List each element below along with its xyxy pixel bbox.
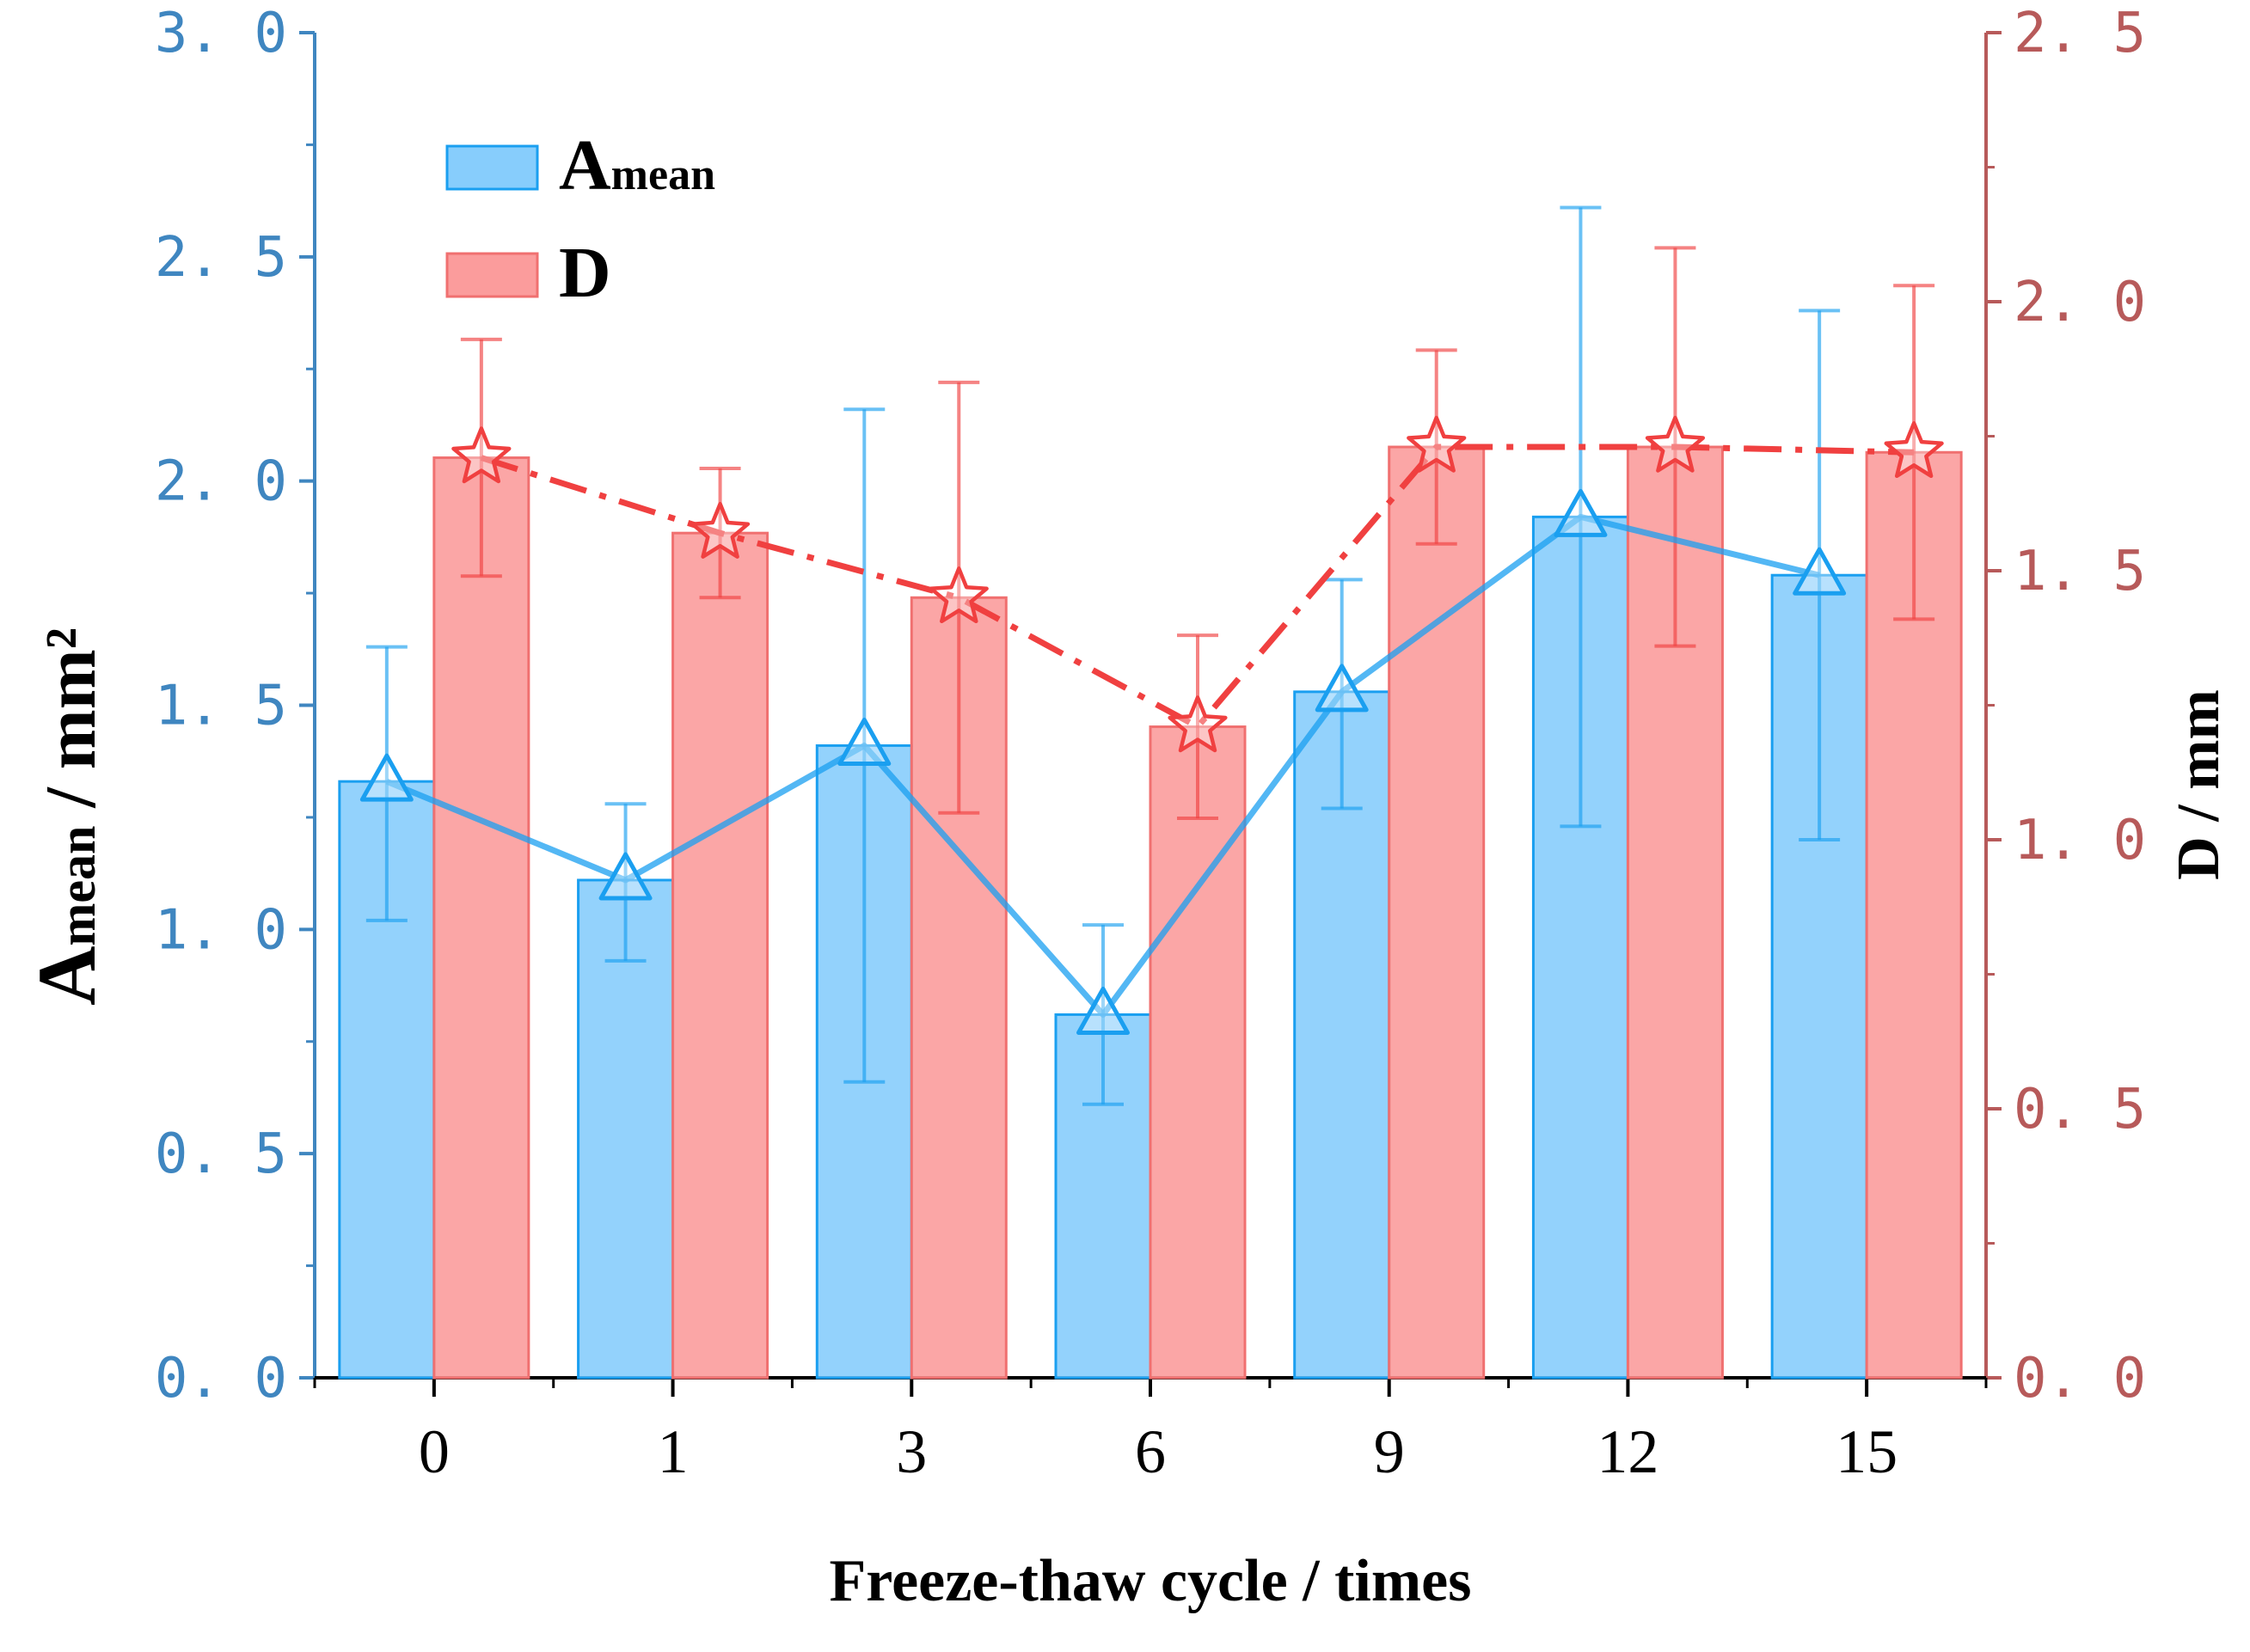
x-tick-label: 0 xyxy=(419,1417,450,1486)
axis-titles: Freeze-thaw cycle / times D / mm Amean /… xyxy=(21,627,2232,1614)
x-tick-label: 6 xyxy=(1135,1417,1166,1486)
y-left-tick-label: 0. 5 xyxy=(155,1123,287,1186)
bar-d xyxy=(1149,725,1247,1380)
marker-d xyxy=(690,501,751,559)
line-d xyxy=(480,444,1915,731)
marker-amean xyxy=(837,717,892,766)
y-left-tick-label: 0. 0 xyxy=(155,1347,287,1410)
legend-label-amean: Amean xyxy=(559,125,715,205)
y-right-tick-label: 0. 0 xyxy=(2014,1347,2146,1410)
error-bars xyxy=(365,205,1935,1106)
marker-d xyxy=(1645,415,1706,473)
x-tick-label: 3 xyxy=(896,1417,927,1486)
bar-d xyxy=(432,456,530,1380)
legend-label-main: D xyxy=(559,233,611,313)
series-lines xyxy=(385,444,1915,1018)
y-axis-left-title-sub: mean xyxy=(49,826,106,946)
y-axis-left-title-main: A xyxy=(21,946,113,1006)
axes: 0. 0 0. 5 1. 0 1. 5 2. 0 2. 5 3. 0 0. 0 0. 5 1. 0… xyxy=(155,2,2146,1486)
y-right-tick-label: 1. 0 xyxy=(2014,809,2146,872)
x-tick-label: 15 xyxy=(1836,1417,1897,1486)
x-tick-label: 9 xyxy=(1374,1417,1405,1486)
bar-d xyxy=(1388,445,1486,1380)
y-left-tick-label: 3. 0 xyxy=(155,2,287,65)
y-axis-left-title: Amean / mm² xyxy=(21,627,113,1006)
marker-amean xyxy=(1793,547,1847,596)
x-tick-label: 12 xyxy=(1597,1417,1658,1486)
bar-amean xyxy=(577,878,675,1380)
bar-d xyxy=(671,531,769,1380)
y-right-tick-label: 2. 0 xyxy=(2014,271,2146,334)
y-right-tick-label: 1. 5 xyxy=(2014,540,2146,603)
y-right-tick-label: 0. 5 xyxy=(2014,1078,2146,1141)
marker-d xyxy=(1407,415,1467,473)
marker-amean xyxy=(359,753,414,802)
markers xyxy=(359,415,1944,1035)
y-right-tick-label: 2. 5 xyxy=(2014,2,2146,65)
legend-swatch-d xyxy=(445,252,539,298)
x-tick-label: 1 xyxy=(658,1417,689,1486)
legend-label-sub: mean xyxy=(611,150,715,199)
legend-swatch-amean xyxy=(445,144,539,191)
y-left-tick-label: 1. 0 xyxy=(155,898,287,962)
legend-label-main: A xyxy=(559,125,611,205)
marker-d xyxy=(1884,421,1944,479)
marker-amean xyxy=(1315,664,1369,713)
error-bar-d xyxy=(1177,633,1218,820)
y-axis-right-title: D / mm xyxy=(2166,689,2232,880)
marker-d xyxy=(1168,695,1228,753)
marker-amean xyxy=(598,852,653,901)
y-axis-left-title-unit: / mm² xyxy=(31,627,111,825)
marker-d xyxy=(451,426,512,484)
bars xyxy=(338,445,1963,1380)
legend-label-d: D xyxy=(559,233,611,313)
marker-d xyxy=(929,566,989,624)
y-left-tick-label: 1. 5 xyxy=(155,675,287,738)
marker-amean xyxy=(1554,488,1608,537)
line-amean xyxy=(385,513,1820,1018)
y-left-tick-label: 2. 0 xyxy=(155,450,287,514)
y-left-tick-label: 2. 5 xyxy=(155,226,287,290)
x-axis-title: Freeze-thaw cycle / times xyxy=(830,1548,1472,1614)
error-bar-d xyxy=(938,380,980,815)
marker-amean xyxy=(1076,986,1130,1035)
